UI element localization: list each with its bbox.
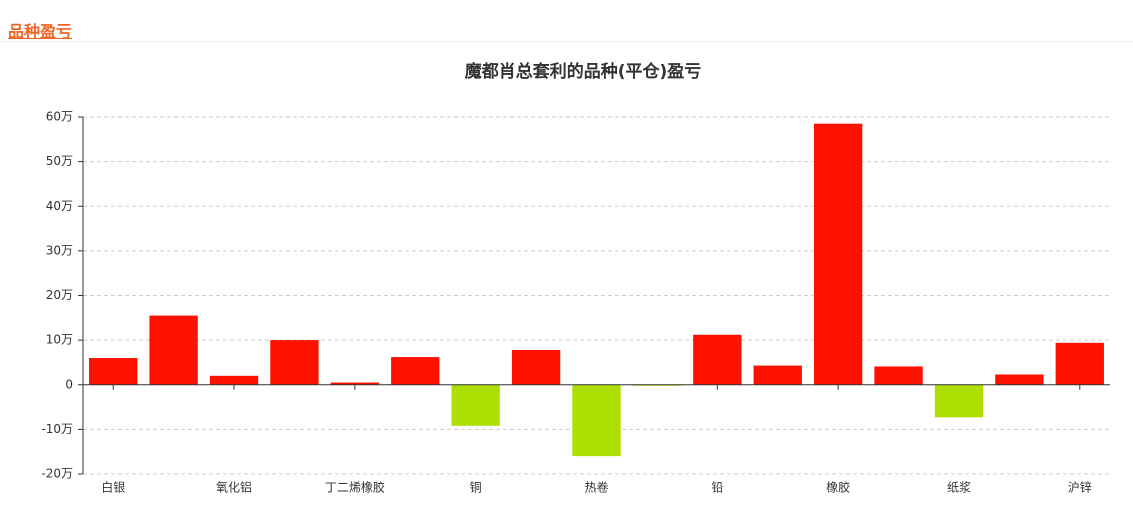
x-tick-label: 橡胶 (826, 480, 850, 495)
bar (693, 334, 742, 385)
bar (330, 382, 380, 385)
bar (753, 365, 802, 385)
x-tick-label: 铅 (711, 481, 723, 495)
x-tick-label: 铜 (470, 480, 482, 495)
y-tick-label: 20万 (46, 288, 73, 302)
x-tick-label: 白银 (101, 480, 125, 495)
x-tick-label: 沪锌 (1068, 481, 1092, 495)
x-tick-label: 纸浆 (947, 480, 971, 495)
y-tick-label: 50万 (46, 154, 73, 168)
bar (995, 374, 1044, 385)
bar (874, 366, 923, 385)
bar (813, 123, 863, 385)
y-tick-label: 60万 (46, 110, 73, 124)
bar (451, 384, 500, 426)
bar (934, 384, 984, 418)
divider (0, 41, 1133, 42)
bar (511, 349, 561, 385)
y-tick-label: 30万 (46, 243, 73, 257)
chart-title: 魔都肖总套利的品种(平仓)盈亏 (465, 61, 702, 82)
x-tick-label: 热卷 (584, 480, 608, 495)
x-tick-label: 氧化铝 (216, 480, 252, 495)
bar (572, 384, 621, 457)
bar (391, 357, 440, 385)
bar (270, 340, 319, 385)
bar (89, 357, 138, 385)
y-tick-label: 40万 (46, 199, 73, 213)
y-tick-label: 10万 (46, 333, 73, 347)
bar (149, 315, 198, 385)
y-tick-label: -10万 (41, 422, 73, 436)
y-tick-label: -20万 (41, 467, 73, 481)
bar (209, 375, 259, 385)
y-tick-label: 0 (65, 377, 73, 391)
x-tick-label: 丁二烯橡胶 (325, 480, 385, 495)
tab-title[interactable]: 品种盈亏 (8, 22, 73, 41)
bar (1055, 342, 1104, 385)
